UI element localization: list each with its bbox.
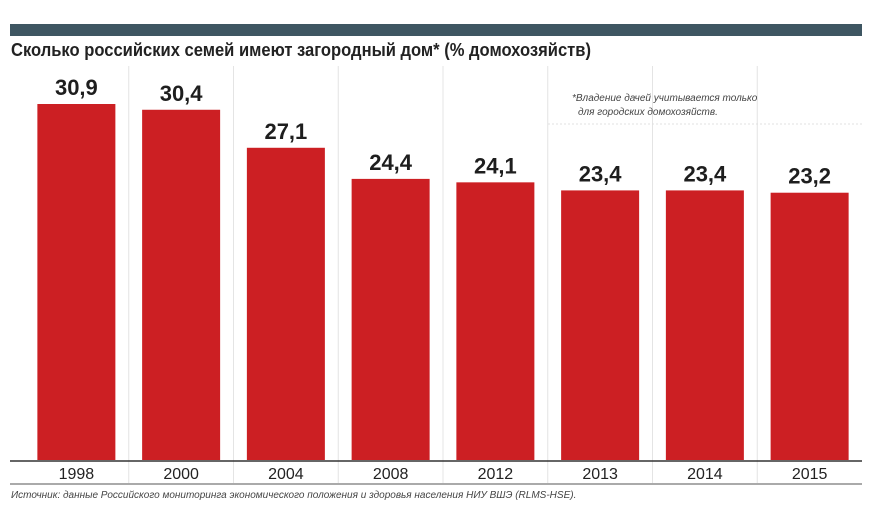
bar-2013 <box>561 190 639 460</box>
bar-2014 <box>666 190 744 460</box>
bar-value-label: 23,2 <box>788 164 831 189</box>
footnote-line-1: *Владение дачей учитывается только <box>572 93 757 104</box>
bar-value-label: 24,4 <box>369 150 413 175</box>
bar-value-label: 27,1 <box>264 119 307 144</box>
x-tick-label: 2004 <box>268 466 304 483</box>
footnote: *Владение дачей учитывается только для г… <box>572 92 757 120</box>
bar-value-label: 30,4 <box>160 81 204 106</box>
bar-value-label: 30,9 <box>55 75 98 100</box>
x-tick-label: 2014 <box>687 466 723 483</box>
x-tick-label: 2012 <box>478 466 514 483</box>
x-tick-label: 2013 <box>582 466 618 483</box>
bar-1998 <box>37 104 115 460</box>
x-tick-label: 2008 <box>373 466 409 483</box>
bar-2012 <box>456 182 534 460</box>
bar-value-label: 24,1 <box>474 153 517 178</box>
source-note: Источник: данные Российского мониторинга… <box>11 490 576 501</box>
bar-2008 <box>352 179 430 460</box>
x-tick-label: 1998 <box>59 466 95 483</box>
x-tick-label: 2015 <box>792 466 828 483</box>
bar-2000 <box>142 110 220 460</box>
bar-2004 <box>247 148 325 460</box>
bar-value-label: 23,4 <box>683 161 727 186</box>
footnote-line-2: для городских домохозяйств. <box>572 107 718 118</box>
bar-value-label: 23,4 <box>579 161 623 186</box>
x-tick-label: 2000 <box>163 466 199 483</box>
bar-2015 <box>771 193 849 460</box>
